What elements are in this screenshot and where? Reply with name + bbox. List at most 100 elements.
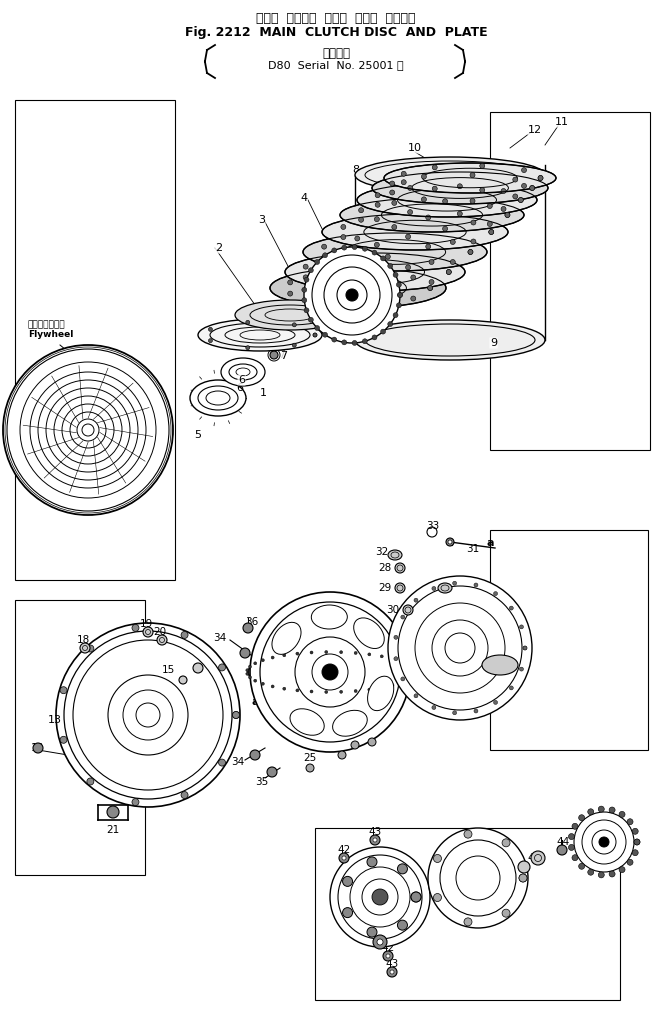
- Text: フライホイール: フライホイール: [28, 320, 66, 329]
- Circle shape: [393, 313, 398, 318]
- Circle shape: [468, 250, 473, 255]
- Circle shape: [362, 247, 368, 252]
- Circle shape: [288, 291, 293, 297]
- Circle shape: [292, 323, 296, 327]
- Circle shape: [394, 656, 398, 660]
- Ellipse shape: [56, 623, 240, 807]
- Circle shape: [523, 646, 527, 650]
- Text: 20: 20: [153, 627, 167, 637]
- Circle shape: [246, 345, 250, 350]
- Circle shape: [157, 635, 167, 645]
- Ellipse shape: [270, 268, 446, 308]
- Circle shape: [408, 185, 413, 191]
- Circle shape: [401, 615, 405, 620]
- Circle shape: [487, 204, 493, 209]
- Circle shape: [60, 737, 67, 743]
- Circle shape: [288, 280, 293, 285]
- Circle shape: [391, 684, 394, 687]
- Circle shape: [446, 538, 454, 546]
- Text: メイン  クラッチ  デスク  および  プレート: メイン クラッチ デスク および プレート: [256, 12, 416, 25]
- Ellipse shape: [221, 358, 265, 386]
- Circle shape: [632, 828, 638, 835]
- Circle shape: [352, 340, 357, 345]
- Circle shape: [530, 185, 535, 191]
- Circle shape: [302, 298, 307, 303]
- Circle shape: [487, 221, 493, 226]
- Ellipse shape: [340, 198, 524, 232]
- Circle shape: [314, 325, 320, 330]
- Circle shape: [519, 874, 527, 882]
- Circle shape: [208, 327, 212, 331]
- Ellipse shape: [368, 677, 394, 710]
- Text: 27: 27: [301, 620, 314, 630]
- Circle shape: [181, 632, 188, 639]
- Circle shape: [632, 850, 638, 856]
- Text: a: a: [251, 697, 259, 707]
- Circle shape: [523, 646, 527, 650]
- Text: 44: 44: [556, 837, 570, 847]
- Circle shape: [411, 297, 416, 301]
- Circle shape: [375, 202, 380, 207]
- Circle shape: [574, 812, 634, 872]
- Circle shape: [392, 201, 396, 206]
- Circle shape: [372, 335, 377, 340]
- Circle shape: [332, 248, 337, 253]
- Circle shape: [351, 741, 359, 749]
- Circle shape: [414, 694, 418, 698]
- Circle shape: [396, 282, 401, 287]
- Circle shape: [411, 671, 415, 674]
- Circle shape: [87, 645, 94, 652]
- Text: 7: 7: [280, 351, 287, 361]
- Circle shape: [458, 211, 462, 216]
- Circle shape: [538, 175, 543, 180]
- Text: 30: 30: [386, 605, 400, 615]
- Circle shape: [432, 165, 437, 170]
- Circle shape: [80, 643, 90, 653]
- Circle shape: [397, 864, 407, 874]
- Circle shape: [408, 210, 413, 215]
- Circle shape: [598, 872, 604, 878]
- Circle shape: [505, 213, 510, 217]
- Circle shape: [341, 224, 346, 229]
- Circle shape: [588, 809, 594, 815]
- Text: 41: 41: [513, 862, 527, 872]
- Circle shape: [493, 700, 497, 704]
- Circle shape: [427, 285, 433, 290]
- Text: 7: 7: [278, 350, 286, 360]
- Circle shape: [411, 671, 415, 674]
- Circle shape: [443, 199, 448, 204]
- Circle shape: [343, 876, 353, 887]
- Ellipse shape: [388, 576, 532, 720]
- Circle shape: [302, 287, 307, 292]
- Ellipse shape: [482, 655, 518, 675]
- Text: 21: 21: [106, 825, 120, 835]
- Circle shape: [446, 269, 452, 274]
- Circle shape: [352, 245, 357, 250]
- Text: 27: 27: [503, 667, 517, 677]
- Circle shape: [314, 260, 320, 265]
- Text: 32: 32: [376, 547, 388, 557]
- Circle shape: [313, 333, 317, 337]
- Circle shape: [395, 583, 405, 593]
- Ellipse shape: [198, 319, 322, 351]
- Circle shape: [502, 839, 510, 847]
- Circle shape: [392, 224, 396, 229]
- Circle shape: [385, 254, 390, 259]
- Circle shape: [509, 606, 513, 610]
- Circle shape: [283, 654, 286, 657]
- Circle shape: [246, 668, 249, 672]
- Circle shape: [397, 920, 407, 930]
- Circle shape: [480, 163, 485, 168]
- Circle shape: [386, 954, 390, 958]
- Ellipse shape: [322, 664, 338, 680]
- Circle shape: [367, 927, 377, 937]
- Circle shape: [619, 811, 625, 817]
- Ellipse shape: [428, 828, 528, 928]
- Text: 17: 17: [194, 655, 206, 665]
- Ellipse shape: [372, 889, 388, 905]
- Circle shape: [246, 673, 249, 676]
- Circle shape: [132, 799, 139, 806]
- Circle shape: [179, 676, 187, 684]
- Circle shape: [325, 691, 328, 694]
- Circle shape: [609, 871, 615, 877]
